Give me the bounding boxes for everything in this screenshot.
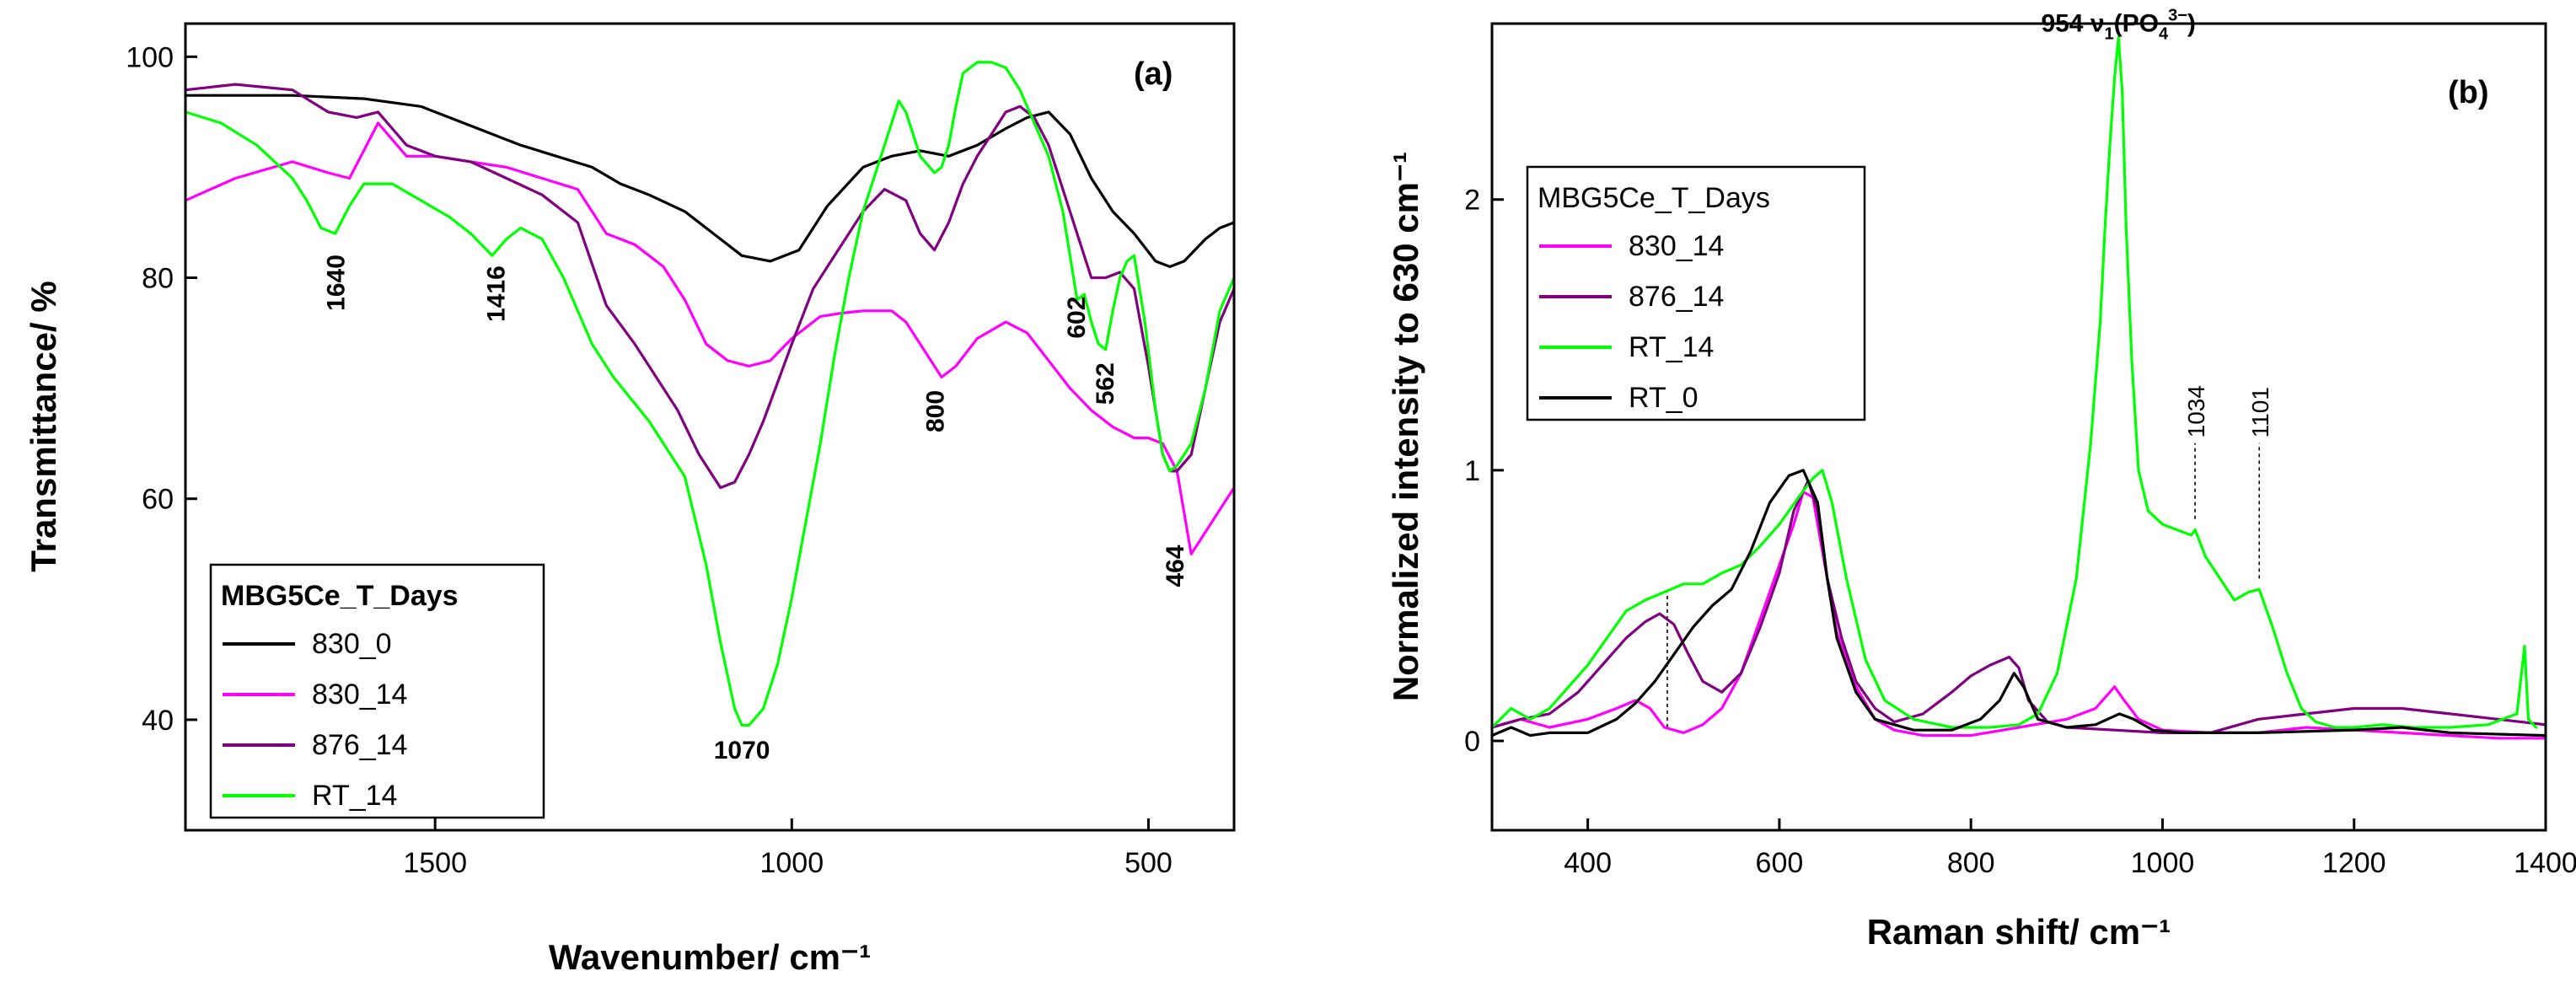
panel-a-peak-label-464: 464	[1162, 544, 1189, 587]
panel-b-legend-entry-830-14: 830_14	[1629, 230, 1724, 262]
panel-a-series-830-0	[184, 94, 1236, 268]
panel-a-x-axis-label: Wavenumber/ cm⁻¹	[549, 937, 871, 977]
panel-a-peak-label-800: 800	[922, 390, 950, 432]
panel-b: 954 ν1(PO43−)1034 1101 400 600 800 1000 1200 1…	[1386, 7, 2576, 952]
panel-a-legend-title: MBG5Ce_T_Days	[221, 580, 459, 612]
panel-b-annotation-part: 1	[2105, 25, 2114, 44]
panel-a-peak-label-1070: 1070	[714, 737, 770, 764]
panel-a-legend-box	[209, 563, 545, 819]
panel-b-y-axis-label: Normalized intensity to 630 cm⁻¹	[1386, 152, 1425, 701]
panel-a-y-tick-label: 40	[142, 705, 174, 737]
panel-b-guides	[1666, 443, 2261, 727]
panel-b-x-axis-label: Raman shift/ cm⁻¹	[1867, 912, 2171, 952]
panel-a-x-tick-label: 500	[1124, 847, 1173, 879]
panel-b-y-tick-label: 1	[1464, 455, 1480, 487]
panel-a-peak-label-1416: 1416	[482, 266, 510, 322]
panel-a-frame	[184, 22, 1236, 832]
panel-a-legend-entry-rt-14: RT_14	[312, 780, 397, 812]
panel-a-legend-entry-876-14: 876_14	[312, 729, 407, 761]
panel-b-legend: MBG5Ce_T_Days 830_14 876_14 RT_14 RT_0	[1526, 165, 1866, 421]
panel-b-x-tick-label: 600	[1756, 847, 1804, 879]
panel-b-x-tick-label: 1400	[2514, 847, 2576, 879]
panel-b-series-830-14	[1490, 491, 2547, 740]
panel-b-y-tick-label: 2	[1464, 185, 1480, 217]
panel-b-label: (b)	[2448, 75, 2489, 110]
panel-b-series	[1490, 35, 2547, 740]
panel-a-series-rt-14	[184, 61, 1236, 727]
panel-a-y-axis-label: Transmittance/ %	[24, 281, 63, 571]
panel-b-x-tick-label: 800	[1947, 847, 1995, 879]
panel-b-peak-label-1034: 1034	[2183, 385, 2209, 437]
panel-b-series-rt-14	[1490, 35, 2538, 729]
panel-a-peak-label-562: 562	[1092, 362, 1119, 405]
panel-a-peak-label-1640: 1640	[323, 255, 351, 311]
panel-b-legend-entry-rt-14: RT_14	[1629, 331, 1714, 363]
panel-b-annotations: 954 ν1(PO43−)1034 1101	[2041, 7, 2273, 438]
panel-a-legend-entry-830-0: 830_0	[312, 628, 392, 660]
panel-b-x-tick-label: 400	[1564, 847, 1612, 879]
panel-b-series-876-14	[1490, 480, 2547, 734]
panel-b-x-tick-label: 1000	[2131, 847, 2195, 879]
panel-b-legend-box	[1526, 165, 1866, 421]
panel-b-annotation-part: 3−	[2168, 7, 2187, 25]
panel-b-y-tick-label: 0	[1464, 726, 1480, 758]
panel-a-legend: MBG5Ce_T_Days 830_0 830_14 876_14 RT_14	[209, 563, 545, 819]
panel-a-series-876-14	[184, 83, 1236, 490]
panel-b-x-tick-label: 1200	[2322, 847, 2386, 879]
panel-a-series	[184, 61, 1236, 727]
panel-b-peak-label-1101: 1101	[2247, 387, 2273, 437]
panel-a-x-tick-label: 1500	[403, 847, 467, 879]
panel-a-y-tick-label: 80	[142, 263, 174, 295]
panel-b-annotation-part: 4	[2159, 25, 2169, 44]
panel-a-y-tick-label: 100	[126, 41, 174, 73]
panel-a-y-tick-label: 60	[142, 484, 174, 516]
panel-a-legend-entry-830-14: 830_14	[312, 679, 407, 711]
panel-a-peak-label-602: 602	[1063, 297, 1091, 339]
panel-b-legend-title: MBG5Ce_T_Days	[1538, 182, 1770, 214]
panel-a-label: (a)	[1134, 56, 1173, 92]
panel-a-ticks: 1500 1000 500 40 60 80 100	[126, 41, 1173, 879]
panel-b-legend-entry-rt-0: RT_0	[1629, 382, 1699, 414]
panel-b-ticks: 400 600 800 1000 1200 1400 0 1 2	[1464, 185, 2576, 879]
panel-a-x-tick-label: 1000	[759, 847, 824, 879]
panel-b-series-rt-0	[1490, 469, 2547, 738]
panel-b-frame	[1490, 22, 2547, 832]
panel-b-legend-entry-876-14: 876_14	[1629, 281, 1724, 313]
